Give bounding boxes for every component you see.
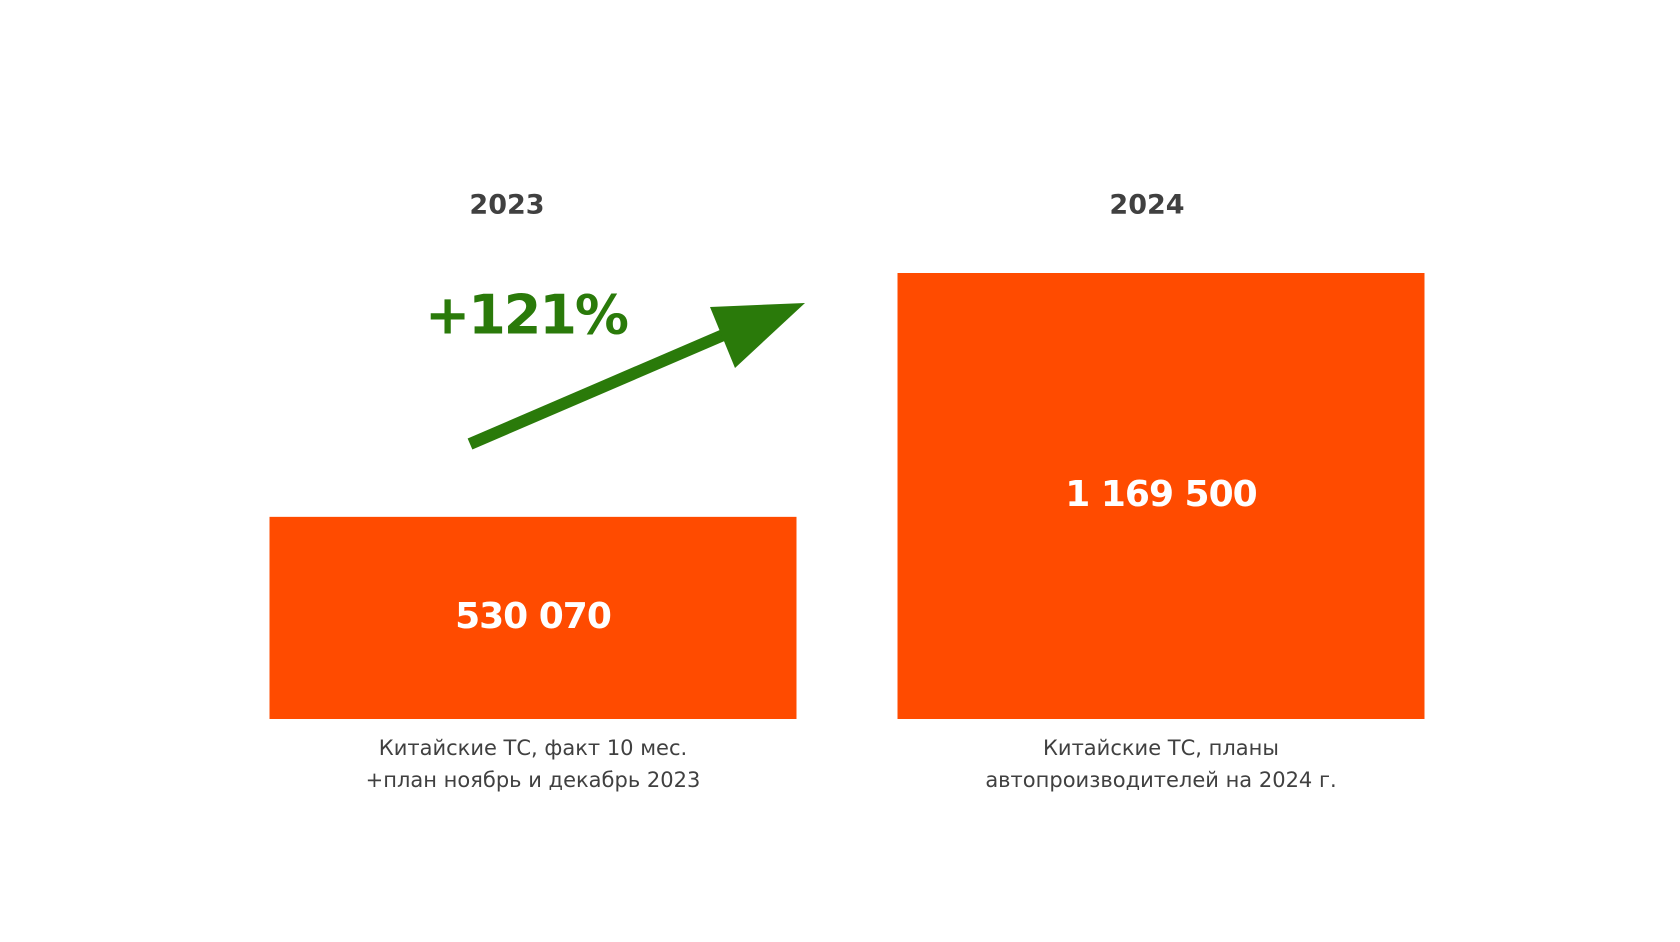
bar: [269, 516, 797, 719]
year-label: 2023: [469, 190, 544, 221]
arrow-head: [710, 303, 805, 368]
growth-arrow: [467, 303, 805, 450]
bar-caption: Китайские ТС, факт 10 мес.: [379, 736, 687, 760]
growth-annotation: +121%: [425, 284, 628, 347]
bar: [897, 273, 1425, 719]
bar-caption: автопроизводителей на 2024 г.: [985, 768, 1336, 792]
year-label: 2024: [1109, 190, 1184, 221]
value-label: 1 169 500: [1065, 474, 1256, 515]
bar-caption: +план ноябрь и декабрь 2023: [366, 768, 701, 792]
value-label: 530 070: [455, 596, 611, 637]
bar-caption: Китайские ТС, планы: [1043, 736, 1279, 760]
arrow-shaft: [467, 324, 738, 450]
